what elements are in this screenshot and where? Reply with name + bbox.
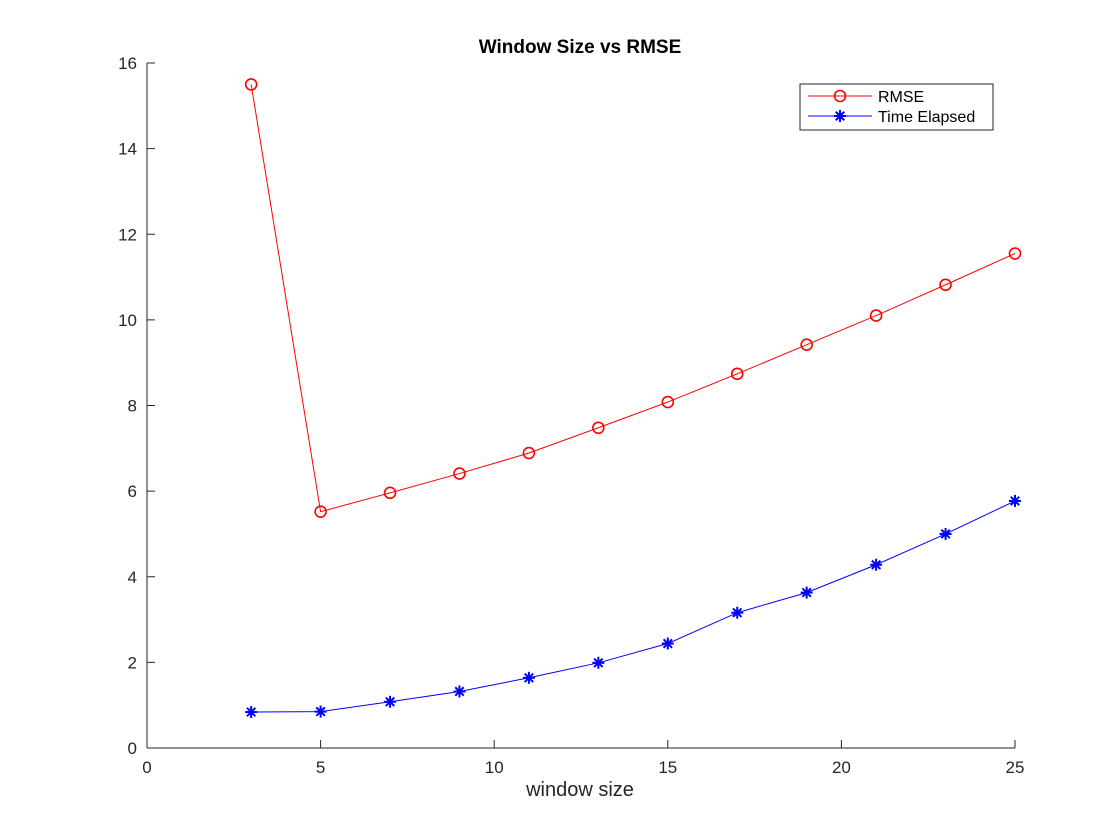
- legend-label-rmse: RMSE: [878, 89, 924, 106]
- data-point-rmse: [939, 278, 952, 292]
- x-tick-label: 5: [316, 758, 325, 777]
- series-rmse: [244, 78, 1022, 518]
- data-point-rmse: [869, 309, 883, 322]
- legend-entry-rmse: RMSE: [808, 89, 924, 106]
- x-tick-label: 25: [1006, 758, 1025, 777]
- data-point-rmse: [661, 395, 675, 409]
- y-tick-label: 2: [128, 653, 137, 672]
- legend-box: [799, 83, 994, 131]
- y-tick-label: 0: [128, 739, 137, 758]
- data-point-rmse: [314, 505, 327, 518]
- y-tick-label: 14: [118, 140, 137, 159]
- data-point-rmse: [383, 486, 397, 500]
- data-point-time-elapsed: [314, 705, 327, 718]
- data-point-rmse: [453, 467, 466, 480]
- series-layer: [244, 78, 1022, 719]
- data-point-time-elapsed: [522, 671, 535, 684]
- y-ticks: 0 2 4 6 8 10 12 14 16: [118, 54, 155, 758]
- y-tick-label: 8: [128, 397, 137, 416]
- data-point-rmse: [592, 421, 605, 435]
- y-tick-label: 16: [118, 54, 137, 73]
- x-tick-label: 15: [658, 758, 677, 777]
- x-ticks: 0 5 10 15 20 25: [142, 740, 1024, 777]
- legend-marker-symbol: [834, 110, 846, 122]
- legend-label-time-elapsed: Time Elapsed: [878, 109, 975, 126]
- x-axis-label: window size: [525, 779, 634, 801]
- data-point-time-elapsed: [453, 685, 466, 698]
- x-tick-label: 0: [142, 758, 151, 777]
- y-tick-label: 12: [118, 225, 137, 244]
- legend-marker-symbol: [833, 89, 847, 103]
- y-tick-label: 10: [118, 311, 137, 330]
- plot-area: [147, 63, 1015, 748]
- data-point-time-elapsed: [870, 558, 883, 571]
- data-point-rmse: [244, 78, 258, 91]
- x-tick-label: 10: [485, 758, 504, 777]
- series-line-time-elapsed: [251, 500, 1016, 713]
- data-point-time-elapsed: [384, 695, 397, 708]
- data-point-time-elapsed: [661, 637, 674, 650]
- legend-entry-time-elapsed: Time Elapsed: [808, 109, 975, 126]
- chart-title: Window Size vs RMSE: [479, 37, 682, 58]
- series-time-elapsed: [245, 494, 1021, 719]
- data-point-rmse: [800, 338, 813, 352]
- series-line-rmse: [250, 84, 1016, 513]
- data-point-rmse: [1008, 247, 1022, 260]
- data-point-rmse: [730, 367, 744, 381]
- legend-marker-time-elapsed: [834, 110, 846, 122]
- data-point-time-elapsed: [939, 527, 952, 540]
- legend-marker-rmse: [833, 89, 847, 103]
- y-tick-label: 6: [128, 482, 137, 501]
- legend: RMSE Time Elapsed: [799, 83, 994, 131]
- data-point-time-elapsed: [731, 606, 744, 619]
- x-tick-label: 20: [832, 758, 851, 777]
- data-point-time-elapsed: [245, 706, 258, 719]
- data-point-time-elapsed: [800, 586, 813, 599]
- data-point-time-elapsed: [592, 656, 605, 669]
- data-point-rmse: [522, 446, 536, 460]
- y-tick-label: 4: [128, 568, 137, 587]
- data-point-time-elapsed: [1009, 494, 1021, 507]
